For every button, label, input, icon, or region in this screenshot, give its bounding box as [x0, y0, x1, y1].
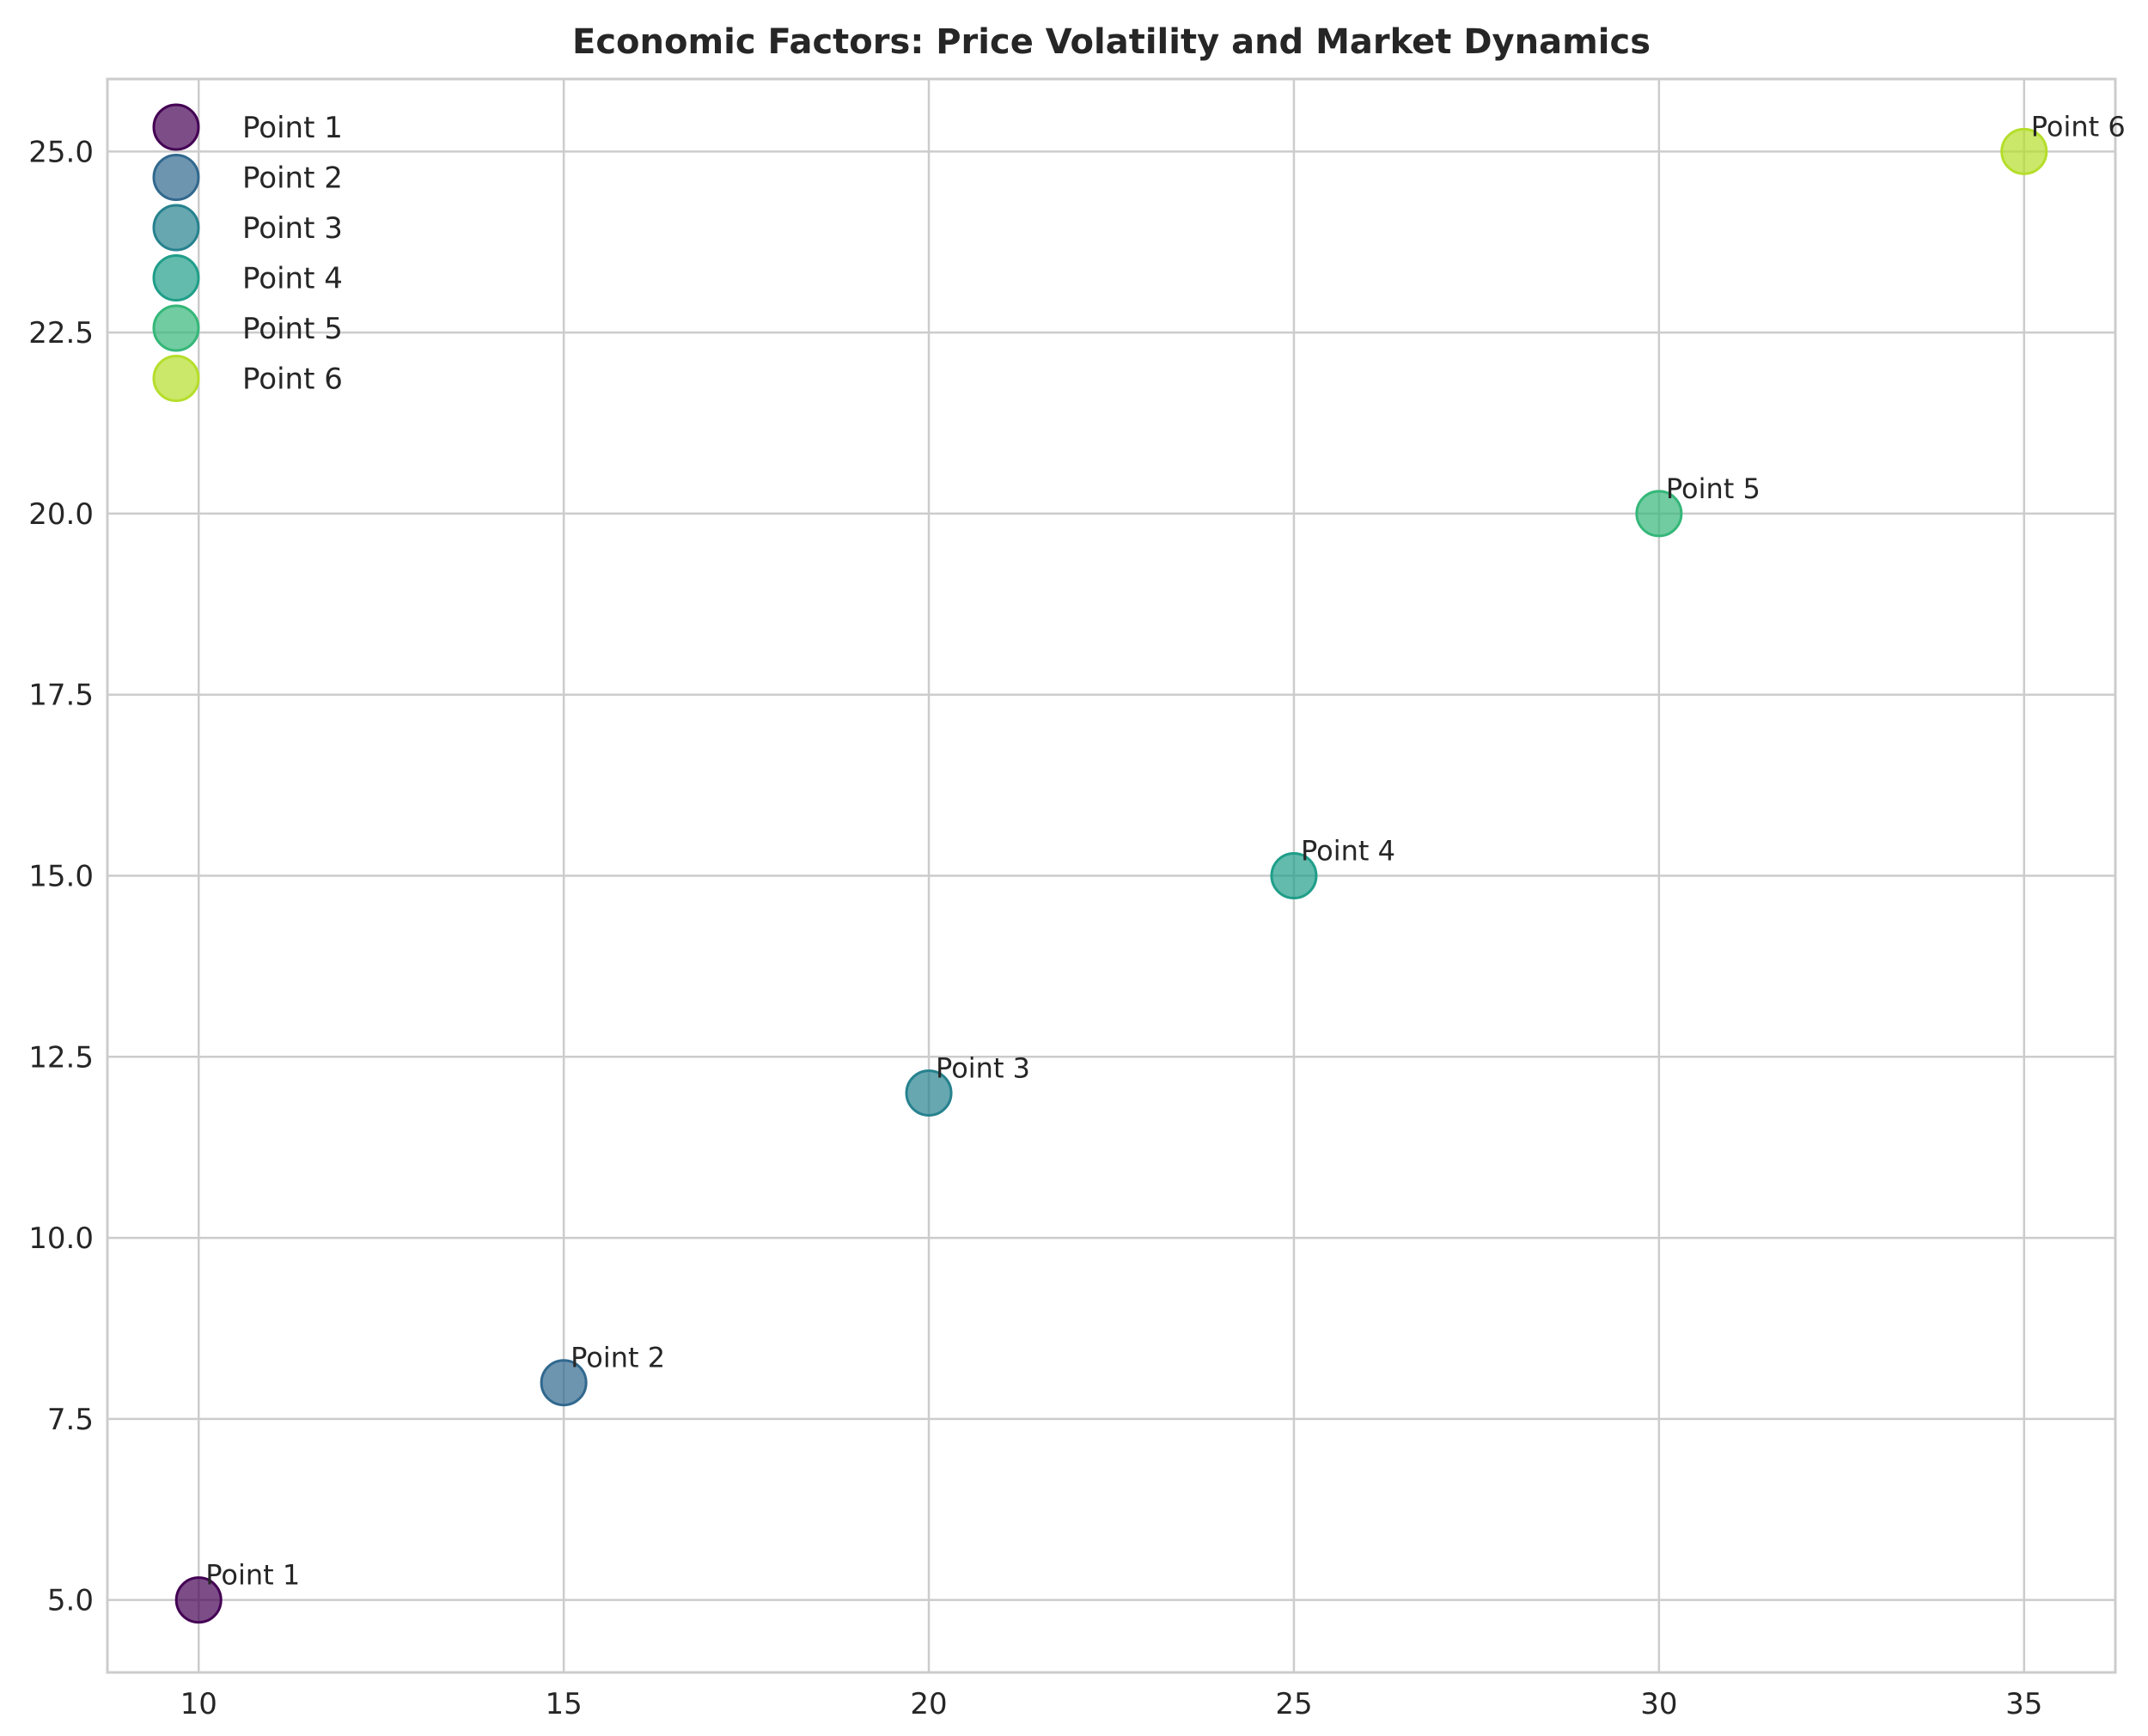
- data-point: [905, 1069, 953, 1117]
- point-label: Point 6: [2031, 110, 2126, 143]
- x-tick-label: 25: [1275, 1687, 1312, 1721]
- point-label: Point 1: [205, 1559, 300, 1592]
- data-points: [174, 127, 2048, 1624]
- point-annotations: Point 1 Point 2 Point 3 Point 4 Point 5 Point…: [205, 110, 2126, 1591]
- x-tick-label: 15: [546, 1687, 583, 1721]
- legend-marker: [152, 304, 200, 352]
- x-tick-label: 30: [1640, 1687, 1677, 1721]
- data-point: [1270, 852, 1318, 899]
- legend-entry: Point 1: [242, 111, 343, 145]
- grid: [107, 79, 2115, 1672]
- x-tick-label: 35: [2005, 1687, 2042, 1721]
- point-label: Point 3: [936, 1051, 1030, 1084]
- y-tick-label: 15.0: [28, 860, 94, 894]
- legend-marker: [152, 355, 200, 402]
- y-tick-label: 25.0: [28, 135, 94, 169]
- legend: Point 1 Point 2 Point 3 Point 4 Point 5 Point…: [152, 103, 343, 402]
- data-point: [2000, 127, 2048, 175]
- y-tick-label: 20.0: [28, 497, 94, 532]
- data-point: [1635, 490, 1683, 538]
- x-axis-ticks: 10 15 20 25 30 35: [180, 1687, 2043, 1721]
- y-axis-ticks: 5.0 7.5 10.0 12.5 15.0 17.5 20.0 22.5 25.0: [28, 135, 94, 1617]
- y-tick-label: 5.0: [47, 1584, 94, 1618]
- y-tick-label: 7.5: [47, 1403, 94, 1437]
- legend-entry: Point 6: [242, 362, 343, 397]
- point-label: Point 4: [1301, 835, 1395, 868]
- legend-entry: Point 2: [242, 161, 343, 196]
- point-label: Point 2: [571, 1342, 665, 1374]
- chart-title: Economic Factors: Price Volatility and M…: [572, 22, 1651, 62]
- y-tick-label: 17.5: [28, 679, 94, 713]
- legend-entry: Point 4: [242, 262, 343, 296]
- legend-marker: [152, 204, 200, 252]
- x-tick-label: 20: [910, 1687, 947, 1721]
- data-point: [174, 1576, 223, 1624]
- point-label: Point 5: [1666, 472, 1761, 505]
- y-tick-label: 10.0: [28, 1221, 94, 1256]
- data-point: [540, 1359, 588, 1407]
- legend-entry: Point 5: [242, 312, 343, 346]
- plot-frame: [106, 77, 2117, 1674]
- y-tick-label: 22.5: [28, 316, 94, 350]
- legend-marker: [152, 103, 200, 151]
- legend-marker: [152, 154, 200, 201]
- y-tick-label: 12.5: [28, 1040, 94, 1075]
- legend-entry: Point 3: [242, 211, 343, 246]
- legend-marker: [152, 254, 200, 302]
- x-tick-label: 10: [180, 1687, 217, 1721]
